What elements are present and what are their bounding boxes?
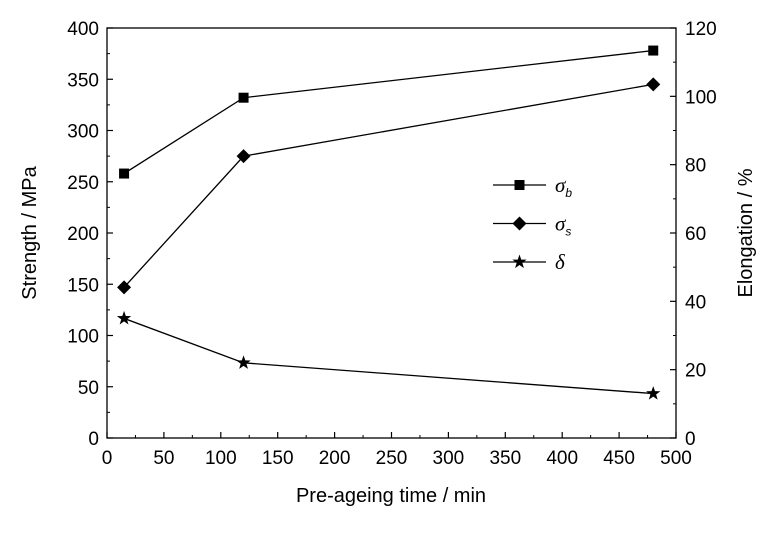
x-tick-label: 50 [153, 448, 174, 469]
y-right-tick-label: 0 [685, 429, 696, 450]
y-right-tick-label: 20 [685, 361, 706, 382]
x-tick-label: 0 [102, 448, 113, 469]
x-tick-label: 500 [660, 448, 692, 469]
left-y-axis-title: Strength / MPa [19, 165, 41, 299]
legend-marker-star [512, 254, 527, 269]
data-point-square [238, 92, 249, 103]
x-tick-label: 150 [262, 448, 294, 469]
y-left-tick-label: 200 [67, 224, 99, 245]
data-point-square [119, 168, 130, 179]
y-right-tick-label: 40 [685, 292, 706, 313]
y-left-tick-label: 300 [67, 122, 99, 143]
y-right-tick-label: 80 [685, 156, 706, 177]
y-left-tick-label: 350 [67, 70, 99, 91]
series-line-star [123, 317, 654, 395]
series-layer [116, 45, 661, 400]
data-point-diamond [646, 77, 661, 92]
legend-marker-square [514, 180, 525, 190]
y-left-tick-label: 250 [67, 173, 99, 194]
x-tick-label: 300 [433, 448, 465, 469]
legend-label: δ [555, 250, 566, 274]
x-tick-label: 350 [489, 448, 521, 469]
x-tick-label: 250 [376, 448, 408, 469]
data-point-square [648, 45, 659, 56]
data-point-diamond [117, 280, 132, 295]
x-axis-title: Pre-ageing time / min [296, 485, 486, 507]
y-left-tick-label: 400 [67, 19, 99, 40]
x-tick-label: 400 [546, 448, 578, 469]
right-y-axis: 0 20 40 60 80 100 120 [670, 19, 717, 450]
x-tick-label: 100 [205, 448, 237, 469]
legend-label: σs [555, 212, 571, 239]
y-right-tick-label: 120 [685, 19, 717, 40]
series-line-square [123, 49, 654, 175]
y-right-tick-label: 100 [685, 87, 717, 108]
data-point-star [116, 310, 132, 325]
data-point-star [236, 355, 251, 369]
right-y-axis-title: Elongation / % [735, 168, 757, 297]
series-line-diamond [123, 83, 654, 288]
plot-frame [106, 27, 677, 439]
data-point-star [646, 386, 661, 400]
legend: σb σs δ [493, 173, 572, 274]
x-axis: 0 50 100 150 200 250 300 350 400 450 500 [102, 432, 692, 469]
x-tick-label: 200 [319, 448, 351, 469]
y-left-tick-label: 0 [88, 429, 99, 450]
data-point-diamond [236, 149, 251, 164]
legend-marker-diamond [512, 216, 527, 231]
y-left-tick-label: 150 [67, 275, 99, 296]
x-tick-label: 450 [603, 448, 635, 469]
y-left-tick-label: 50 [78, 378, 99, 399]
y-right-tick-label: 60 [685, 224, 706, 245]
y-left-tick-label: 100 [67, 327, 99, 348]
legend-label: σb [555, 173, 572, 200]
left-y-axis: 0 50 100 150 200 250 300 350 400 [67, 19, 113, 450]
